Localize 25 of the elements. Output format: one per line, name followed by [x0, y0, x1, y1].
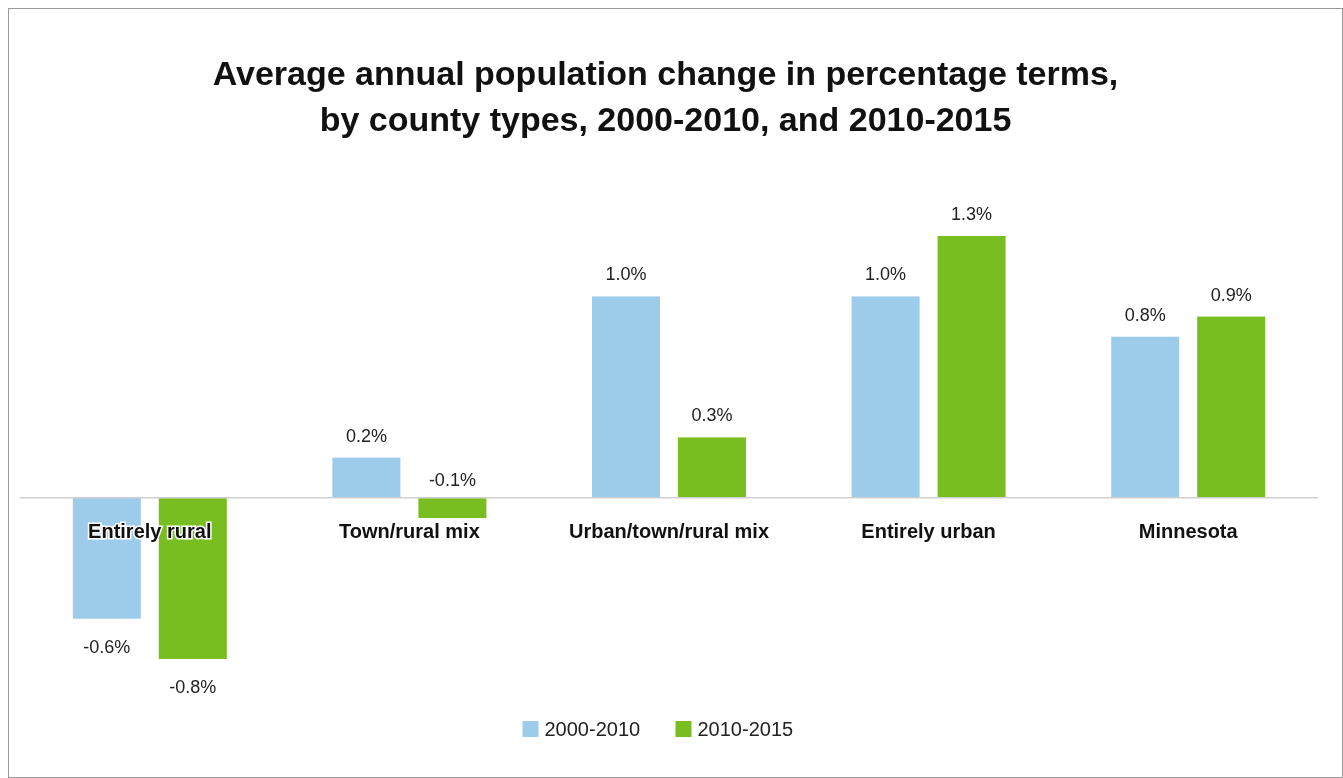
data-label: 0.3% [691, 405, 733, 426]
bar [1111, 336, 1180, 498]
bar [332, 457, 401, 498]
data-label: 1.0% [865, 264, 907, 285]
chart-title: Average annual population change in percentage terms, by county types, 2000-2010, and 2010-2015 [212, 54, 1119, 138]
data-label: -0.6% [83, 636, 131, 657]
bar [678, 437, 746, 498]
data-label: 0.2% [345, 425, 387, 446]
bar [1197, 316, 1266, 498]
x-tick-label: Entirely urban [861, 519, 996, 542]
bar [418, 497, 487, 518]
data-label: -0.8% [169, 677, 217, 697]
legend-label: 2000-2010 [544, 718, 641, 740]
legend-label: 2010-2015 [697, 718, 794, 740]
data-label: 0.9% [1210, 284, 1252, 305]
x-tick-label: Minnesota [1138, 519, 1239, 542]
bar [851, 296, 920, 498]
data-label: 1.0% [605, 264, 647, 285]
data-label: 0.8% [1124, 304, 1166, 325]
x-tick-label: Town/rural mix [339, 519, 480, 542]
bar [592, 296, 660, 498]
data-label: -0.1% [428, 469, 476, 490]
bar [937, 236, 1006, 498]
data-label: 1.3% [951, 204, 993, 224]
x-tick-label: Urban/town/rural mix [568, 519, 770, 542]
